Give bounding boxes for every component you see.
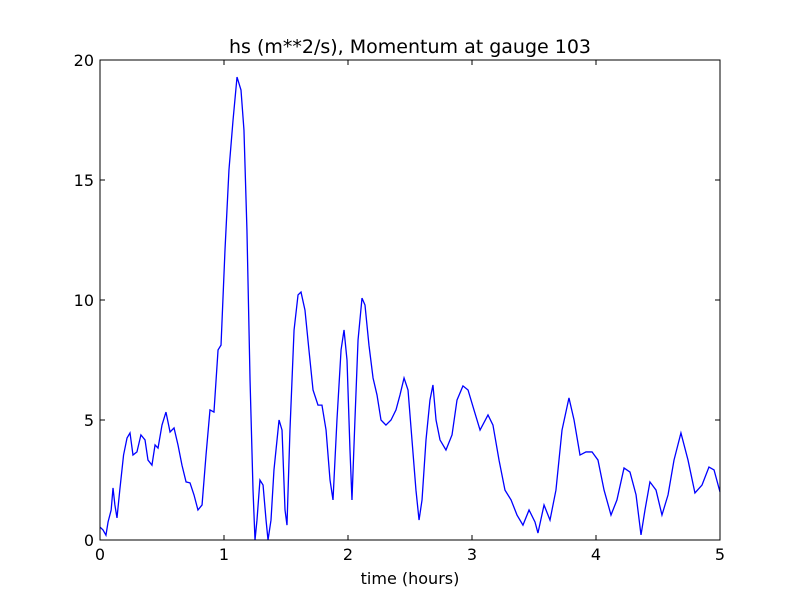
x-tick-label: 4: [591, 545, 601, 564]
x-tick-label: 0: [95, 545, 105, 564]
x-tick-label: 5: [715, 545, 725, 564]
y-tick-label: 10: [74, 291, 94, 310]
x-tick-label: 3: [467, 545, 477, 564]
chart-title: hs (m**2/s), Momentum at gauge 103: [229, 36, 591, 58]
y-tick-label: 0: [84, 531, 94, 550]
x-axis-label: time (hours): [361, 569, 460, 588]
y-tick-label: 15: [74, 171, 94, 190]
y-tick-label: 20: [74, 51, 94, 70]
y-tick-label: 5: [84, 411, 94, 430]
x-tick-label: 1: [219, 545, 229, 564]
data-line: [99, 76, 721, 541]
x-tick-label: 2: [343, 545, 353, 564]
